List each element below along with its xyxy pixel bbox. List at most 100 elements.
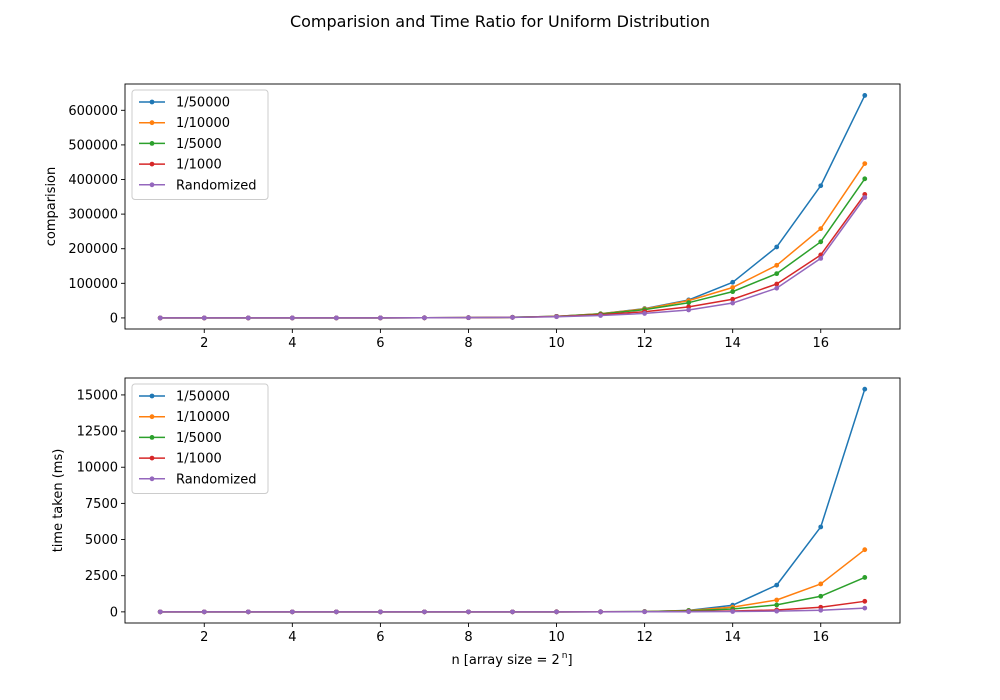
data-point [730,300,736,306]
data-point [774,602,780,608]
data-point [862,575,868,580]
y-tick-label: 100000 [68,277,118,292]
x-tick-label: 2 [200,336,208,351]
data-point [818,256,824,261]
data-point [862,195,868,200]
x-tick-label: 14 [724,336,741,351]
data-point [862,598,868,604]
legend [131,89,269,200]
data-point [774,281,780,287]
data-point [686,609,692,615]
data-point [422,315,427,321]
data-point [862,161,868,166]
legend-label: Randomized [176,472,257,487]
legend-marker [149,435,155,440]
comparison-plot: 2 4 6 8 10 12 14 16 0 100000 200000 300000 400000 500… [44,83,901,351]
legend-marker [149,393,155,399]
legend-marker [149,161,155,167]
legend-marker [149,455,155,461]
x-tick-label: 2 [200,630,208,645]
legend-marker [149,414,155,420]
y-tick-label: 200000 [68,242,118,257]
x-tick-label: 10 [548,336,565,351]
data-point [774,582,780,588]
x-tick-label: 8 [464,630,472,645]
legend-label: 1/5000 [176,137,222,152]
y-axis-label: comparision [44,167,59,247]
y-tick-label: 7500 [85,497,118,512]
data-point [598,609,603,615]
data-point [466,609,471,615]
x-axis-label: n [array size = 2 n] [451,651,572,668]
x-tick-label: 6 [376,336,384,351]
data-point [377,609,383,615]
data-point [598,313,603,318]
data-point [642,609,648,615]
data-point [774,271,780,277]
y-tick-label: 600000 [68,104,118,119]
data-point [862,386,868,392]
data-point [245,315,251,321]
data-point [730,279,736,285]
data-point [554,609,559,615]
x-tick-label: 6 [376,630,384,645]
x-tick-label: 10 [548,630,565,645]
data-point [554,314,559,320]
legend-label: 1/5000 [176,431,222,446]
data-point [774,244,780,250]
legend-label: 1/1000 [176,452,222,467]
y-axis-label: time taken (ms) [51,449,66,553]
data-point [333,609,339,615]
legend-marker [149,120,155,126]
x-tick-label: 4 [288,630,296,645]
y-tick-label: 2500 [85,569,118,584]
data-point [157,315,163,321]
data-point [774,597,780,603]
legend-label: 1/1000 [176,158,222,173]
y-tick-label: 5000 [85,533,118,548]
y-tick-label: 12500 [77,425,118,440]
data-point [289,315,295,321]
data-point [818,239,824,245]
data-point [510,609,515,615]
legend-marker [149,141,155,146]
data-point [818,183,824,189]
x-tick-label: 16 [812,630,829,645]
data-point [862,605,868,611]
data-point [730,296,736,302]
x-axis-label-text: n [array size = 2 [451,653,559,668]
y-tick-label: 300000 [68,208,118,223]
data-point [862,176,868,182]
x-tick-label: 14 [724,630,741,645]
data-point [686,307,692,313]
y-tick-label: 10000 [77,461,118,476]
data-point [774,608,780,614]
data-point [818,226,824,232]
y-tick-label: 400000 [68,173,118,188]
data-point [377,315,383,321]
legend-marker [149,99,155,105]
data-point [818,581,824,587]
legend-label: 1/10000 [176,410,230,425]
data-point [818,593,824,599]
time-plot: 2 4 6 8 10 12 14 16 0 2500 5000 7500 10000 12500 15000… [51,377,901,668]
data-point [333,315,339,321]
data-point [862,547,868,553]
data-point [201,315,207,321]
y-tick-label: 0 [110,311,118,326]
data-point [510,315,515,320]
data-point [862,93,868,98]
data-point [774,262,780,268]
data-point [730,289,736,295]
legend [131,383,269,494]
data-point [289,609,295,615]
x-tick-label: 12 [636,630,653,645]
legend-marker [149,476,155,482]
x-axis-label-suffix: ] [567,653,572,668]
legend-marker [149,182,155,188]
legend-label: 1/10000 [176,116,230,131]
data-point [245,609,251,615]
data-point [730,609,736,614]
data-point [422,609,427,615]
x-axis-label-superscript: n [562,651,568,661]
